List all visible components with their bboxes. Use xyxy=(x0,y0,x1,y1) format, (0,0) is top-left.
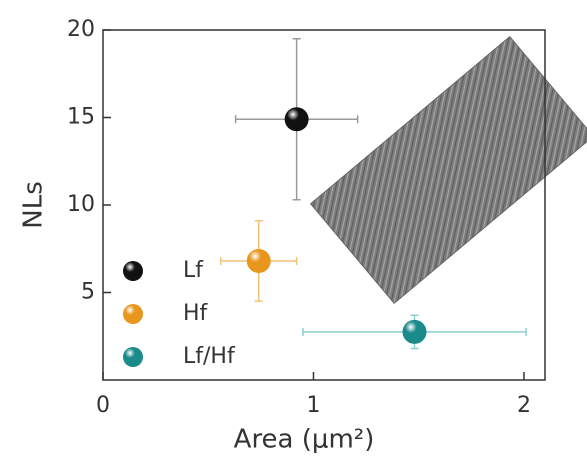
point xyxy=(247,249,271,273)
point xyxy=(285,107,309,131)
y-tick-label: 10 xyxy=(67,192,95,217)
x-tick-label: 2 xyxy=(517,393,531,418)
y-tick-label: 20 xyxy=(67,17,95,42)
legend-label: Hf xyxy=(183,301,209,326)
y-tick-label: 5 xyxy=(81,280,95,305)
x-axis-label: Area (μm²) xyxy=(234,425,375,455)
y-tick-label: 15 xyxy=(67,105,95,130)
legend-marker xyxy=(123,347,143,367)
legend-label: Lf xyxy=(183,258,204,283)
chart: Area (μm²) NLs 0 1 2 5 10 15 20 Lf Hf Lf/Hf xyxy=(0,0,587,457)
legend-marker xyxy=(123,261,143,281)
y-axis-label: NLs xyxy=(19,181,49,228)
x-tick-label: 1 xyxy=(306,393,320,418)
point xyxy=(403,320,427,344)
legend-label: Lf/Hf xyxy=(183,344,236,369)
x-tick-label: 0 xyxy=(96,393,110,418)
legend-marker xyxy=(123,304,143,324)
